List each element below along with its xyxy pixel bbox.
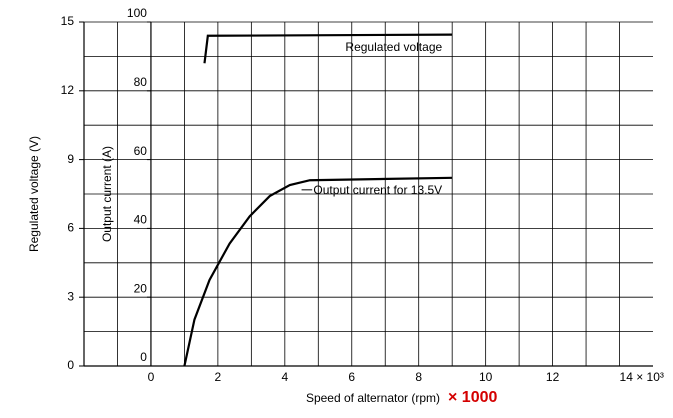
x-tick-label: 12 bbox=[546, 370, 560, 384]
y2-tick-label: 80 bbox=[134, 75, 148, 89]
x-tick-label: 4 bbox=[281, 370, 288, 384]
y2-tick-label: 60 bbox=[134, 144, 148, 158]
x-tick-label: 14 × 10³ bbox=[620, 370, 664, 384]
x-tick-label: 10 bbox=[479, 370, 493, 384]
series-label: Output current for 13.5V bbox=[313, 183, 442, 197]
y2-tick-label: 100 bbox=[127, 6, 147, 20]
y2-tick-label: 40 bbox=[134, 213, 148, 227]
y-tick-label: 6 bbox=[67, 221, 74, 235]
y-tick-label: 12 bbox=[61, 83, 75, 97]
y-tick-label: 3 bbox=[67, 289, 74, 303]
x-tick-label: 2 bbox=[215, 370, 222, 384]
y-axis-label: Regulated voltage (V) bbox=[27, 136, 41, 252]
series-line bbox=[183, 176, 453, 367]
y-tick-label: 9 bbox=[67, 152, 74, 166]
x-tick-label: 6 bbox=[348, 370, 355, 384]
x-tick-label: 8 bbox=[415, 370, 422, 384]
x-axis-unit: × 1000 bbox=[448, 389, 497, 406]
y-tick-label: 0 bbox=[67, 358, 74, 372]
series-label: Regulated voltage bbox=[345, 40, 442, 54]
series-line bbox=[203, 33, 453, 64]
x-axis-label: Speed of alternator (rpm) bbox=[306, 391, 440, 405]
y2-tick-label: 0 bbox=[140, 350, 147, 364]
y2-tick-label: 20 bbox=[134, 281, 148, 295]
x-tick-label: 0 bbox=[148, 370, 155, 384]
y-tick-label: 15 bbox=[61, 14, 75, 28]
